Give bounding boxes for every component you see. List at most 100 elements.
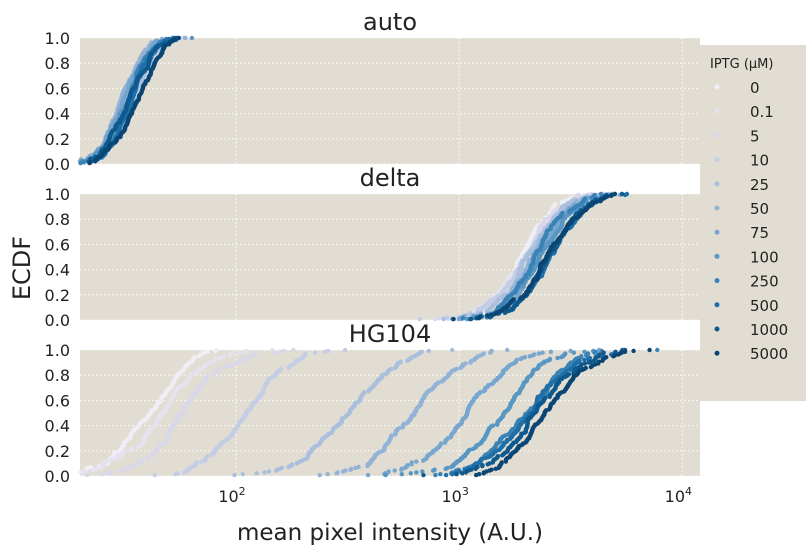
ecdf-point [450, 347, 455, 353]
ecdf-point [409, 460, 414, 465]
ecdf-point [236, 350, 242, 355]
ecdf-point [349, 466, 354, 471]
ecdf-point [553, 201, 558, 207]
ecdf-point [325, 348, 331, 354]
ecdf-point [383, 472, 388, 478]
y-tick-label: 0.6 [45, 235, 70, 254]
plot-background [80, 38, 700, 164]
ecdf-point [419, 349, 424, 354]
ecdf-point [655, 347, 660, 353]
ecdf-point [417, 316, 422, 322]
ecdf-point [477, 472, 482, 477]
ecdf-point [593, 349, 598, 354]
ecdf-point [125, 465, 130, 471]
y-tick-label: 1.0 [45, 185, 70, 204]
ecdf-point [490, 423, 496, 428]
y-tick-label: 0.2 [45, 286, 70, 305]
y-tick-label: 0.4 [45, 105, 70, 124]
ecdf-point [445, 465, 450, 471]
ecdf-point [414, 459, 419, 464]
ecdf-point [312, 350, 318, 355]
ecdf-point [152, 472, 157, 478]
ecdf-point [222, 364, 227, 370]
ecdf-point [182, 35, 188, 41]
ecdf-point [343, 468, 348, 473]
y-tick-label: 0.8 [45, 54, 70, 73]
ecdf-point [325, 472, 330, 477]
ecdf-point [408, 471, 413, 476]
y-tick-label: 1.0 [45, 29, 70, 48]
ecdf-point [206, 360, 212, 365]
ecdf-point [441, 316, 446, 322]
y-tick-label: 0.0 [45, 467, 70, 486]
ecdf-point [489, 348, 494, 354]
ecdf-point [88, 160, 93, 165]
ecdf-point [560, 210, 565, 216]
ecdf-point [199, 459, 204, 464]
ecdf-point [609, 192, 614, 198]
ecdf-point [130, 445, 135, 451]
ecdf-point [540, 350, 545, 355]
y-tick-label: 0.4 [45, 417, 70, 436]
ecdf-point [244, 348, 249, 354]
ecdf-point [443, 472, 449, 478]
ecdf-point [94, 466, 99, 471]
ecdf-point [242, 355, 247, 361]
y-tick-label: 0.6 [45, 391, 70, 410]
ecdf-point [444, 315, 450, 320]
ecdf-point [421, 472, 426, 478]
ecdf-point [230, 362, 235, 367]
ecdf-point [175, 471, 181, 476]
ecdf-point [279, 465, 285, 471]
ecdf-point [543, 395, 548, 400]
ecdf-point [475, 464, 480, 470]
ecdf-point [532, 352, 537, 357]
ecdf-point [139, 457, 145, 462]
ecdf-point [194, 460, 199, 465]
ecdf-point [121, 449, 127, 454]
ecdf-point [594, 199, 599, 205]
panels-layer: 0.00.20.40.60.81.0auto0.00.20.40.60.81.0… [45, 8, 700, 506]
ecdf-point [511, 297, 516, 302]
panel-title: HG104 [349, 320, 431, 348]
ecdf-point [176, 35, 182, 41]
ecdf-point [480, 463, 485, 468]
ecdf-point [522, 355, 528, 360]
ecdf-point [291, 347, 296, 353]
ecdf-point [619, 191, 625, 197]
ecdf-point [553, 208, 558, 213]
y-tick-label: 0.8 [45, 210, 70, 229]
panel-title: delta [360, 164, 421, 192]
ecdf-point [266, 469, 272, 474]
ecdf-point [213, 356, 218, 362]
ecdf-point [254, 471, 259, 476]
ecdf-point [489, 312, 494, 317]
ecdf-point [582, 361, 588, 366]
ecdf-point [399, 472, 404, 477]
ecdf-point [433, 472, 438, 478]
ecdf-point [555, 355, 560, 361]
ecdf-point [477, 314, 483, 319]
ecdf-point [230, 351, 235, 356]
ecdf-point [163, 43, 168, 48]
ecdf-point [469, 467, 474, 472]
ecdf-point [489, 467, 494, 472]
ecdf-point [548, 349, 554, 354]
y-tick-label: 0.4 [45, 261, 70, 280]
ecdf-point [262, 470, 267, 475]
ecdf-point [221, 354, 227, 359]
ecdf-point [479, 456, 484, 462]
ecdf-point [205, 373, 210, 379]
ecdf-point [277, 349, 283, 354]
ecdf-point [81, 159, 86, 164]
ecdf-point [342, 347, 348, 353]
ecdf-point [362, 390, 367, 395]
ecdf-point [405, 463, 410, 468]
ecdf-point [484, 313, 490, 318]
ecdf-point [468, 316, 474, 322]
ecdf-point [454, 366, 459, 372]
ecdf-point [566, 372, 572, 377]
ecdf-point [335, 470, 340, 475]
